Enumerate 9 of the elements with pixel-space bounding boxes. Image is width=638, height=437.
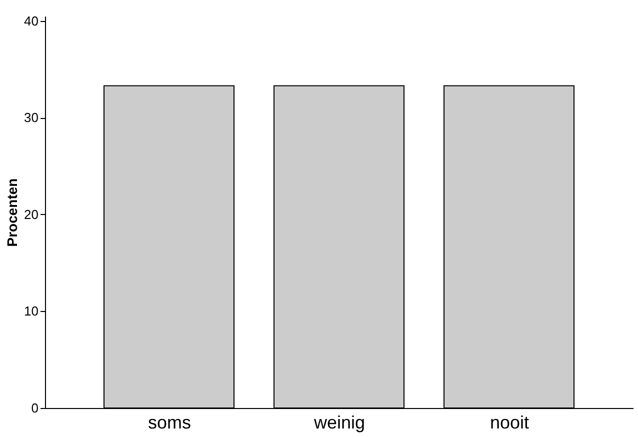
y-tick-label: 30 xyxy=(24,110,38,126)
x-tick-label: weinig xyxy=(312,412,366,432)
y-tick-label: 10 xyxy=(24,304,38,319)
x-tick-label: soms xyxy=(148,412,192,432)
y-tick-label: 0 xyxy=(31,400,38,416)
y-axis-title: Procenten xyxy=(4,178,20,247)
y-tick-label: 20 xyxy=(24,206,38,222)
x-tick-label: nooit xyxy=(490,412,530,432)
y-tick-label: 40 xyxy=(24,13,38,28)
